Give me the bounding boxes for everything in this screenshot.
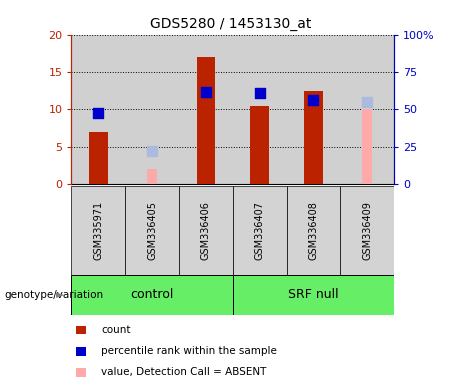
Text: GSM336408: GSM336408 bbox=[308, 201, 319, 260]
Text: control: control bbox=[130, 288, 174, 301]
Bar bbox=[71, 186, 125, 275]
Point bbox=[256, 90, 263, 96]
Text: GDS5280 / 1453130_at: GDS5280 / 1453130_at bbox=[150, 17, 311, 31]
Point bbox=[364, 99, 371, 105]
Text: GSM336405: GSM336405 bbox=[147, 201, 157, 260]
Text: ►: ► bbox=[56, 290, 64, 300]
Bar bbox=[196, 57, 215, 184]
Bar bbox=[287, 186, 340, 275]
Text: GSM336409: GSM336409 bbox=[362, 201, 372, 260]
Bar bbox=[179, 186, 233, 275]
Bar bbox=[304, 91, 323, 184]
Bar bbox=[71, 35, 125, 184]
Text: genotype/variation: genotype/variation bbox=[5, 290, 104, 300]
Text: SRF null: SRF null bbox=[288, 288, 339, 301]
Bar bbox=[89, 132, 108, 184]
Text: GSM336407: GSM336407 bbox=[254, 201, 265, 260]
Text: count: count bbox=[101, 325, 131, 335]
Bar bbox=[340, 35, 394, 184]
Text: GSM335971: GSM335971 bbox=[93, 201, 103, 260]
Point bbox=[95, 110, 102, 116]
Text: value, Detection Call = ABSENT: value, Detection Call = ABSENT bbox=[101, 367, 267, 377]
Bar bbox=[340, 186, 394, 275]
Bar bbox=[125, 35, 179, 184]
Bar bbox=[233, 35, 287, 184]
Bar bbox=[233, 186, 287, 275]
Point bbox=[202, 89, 210, 95]
Point bbox=[310, 97, 317, 103]
Point bbox=[148, 147, 156, 154]
Bar bbox=[71, 275, 233, 315]
Bar bbox=[179, 35, 233, 184]
Text: GSM336406: GSM336406 bbox=[201, 201, 211, 260]
Bar bbox=[362, 109, 372, 184]
Bar bbox=[250, 106, 269, 184]
Bar bbox=[287, 35, 340, 184]
Text: percentile rank within the sample: percentile rank within the sample bbox=[101, 346, 278, 356]
Bar bbox=[147, 169, 157, 184]
Bar bbox=[125, 186, 179, 275]
Bar bbox=[233, 275, 394, 315]
